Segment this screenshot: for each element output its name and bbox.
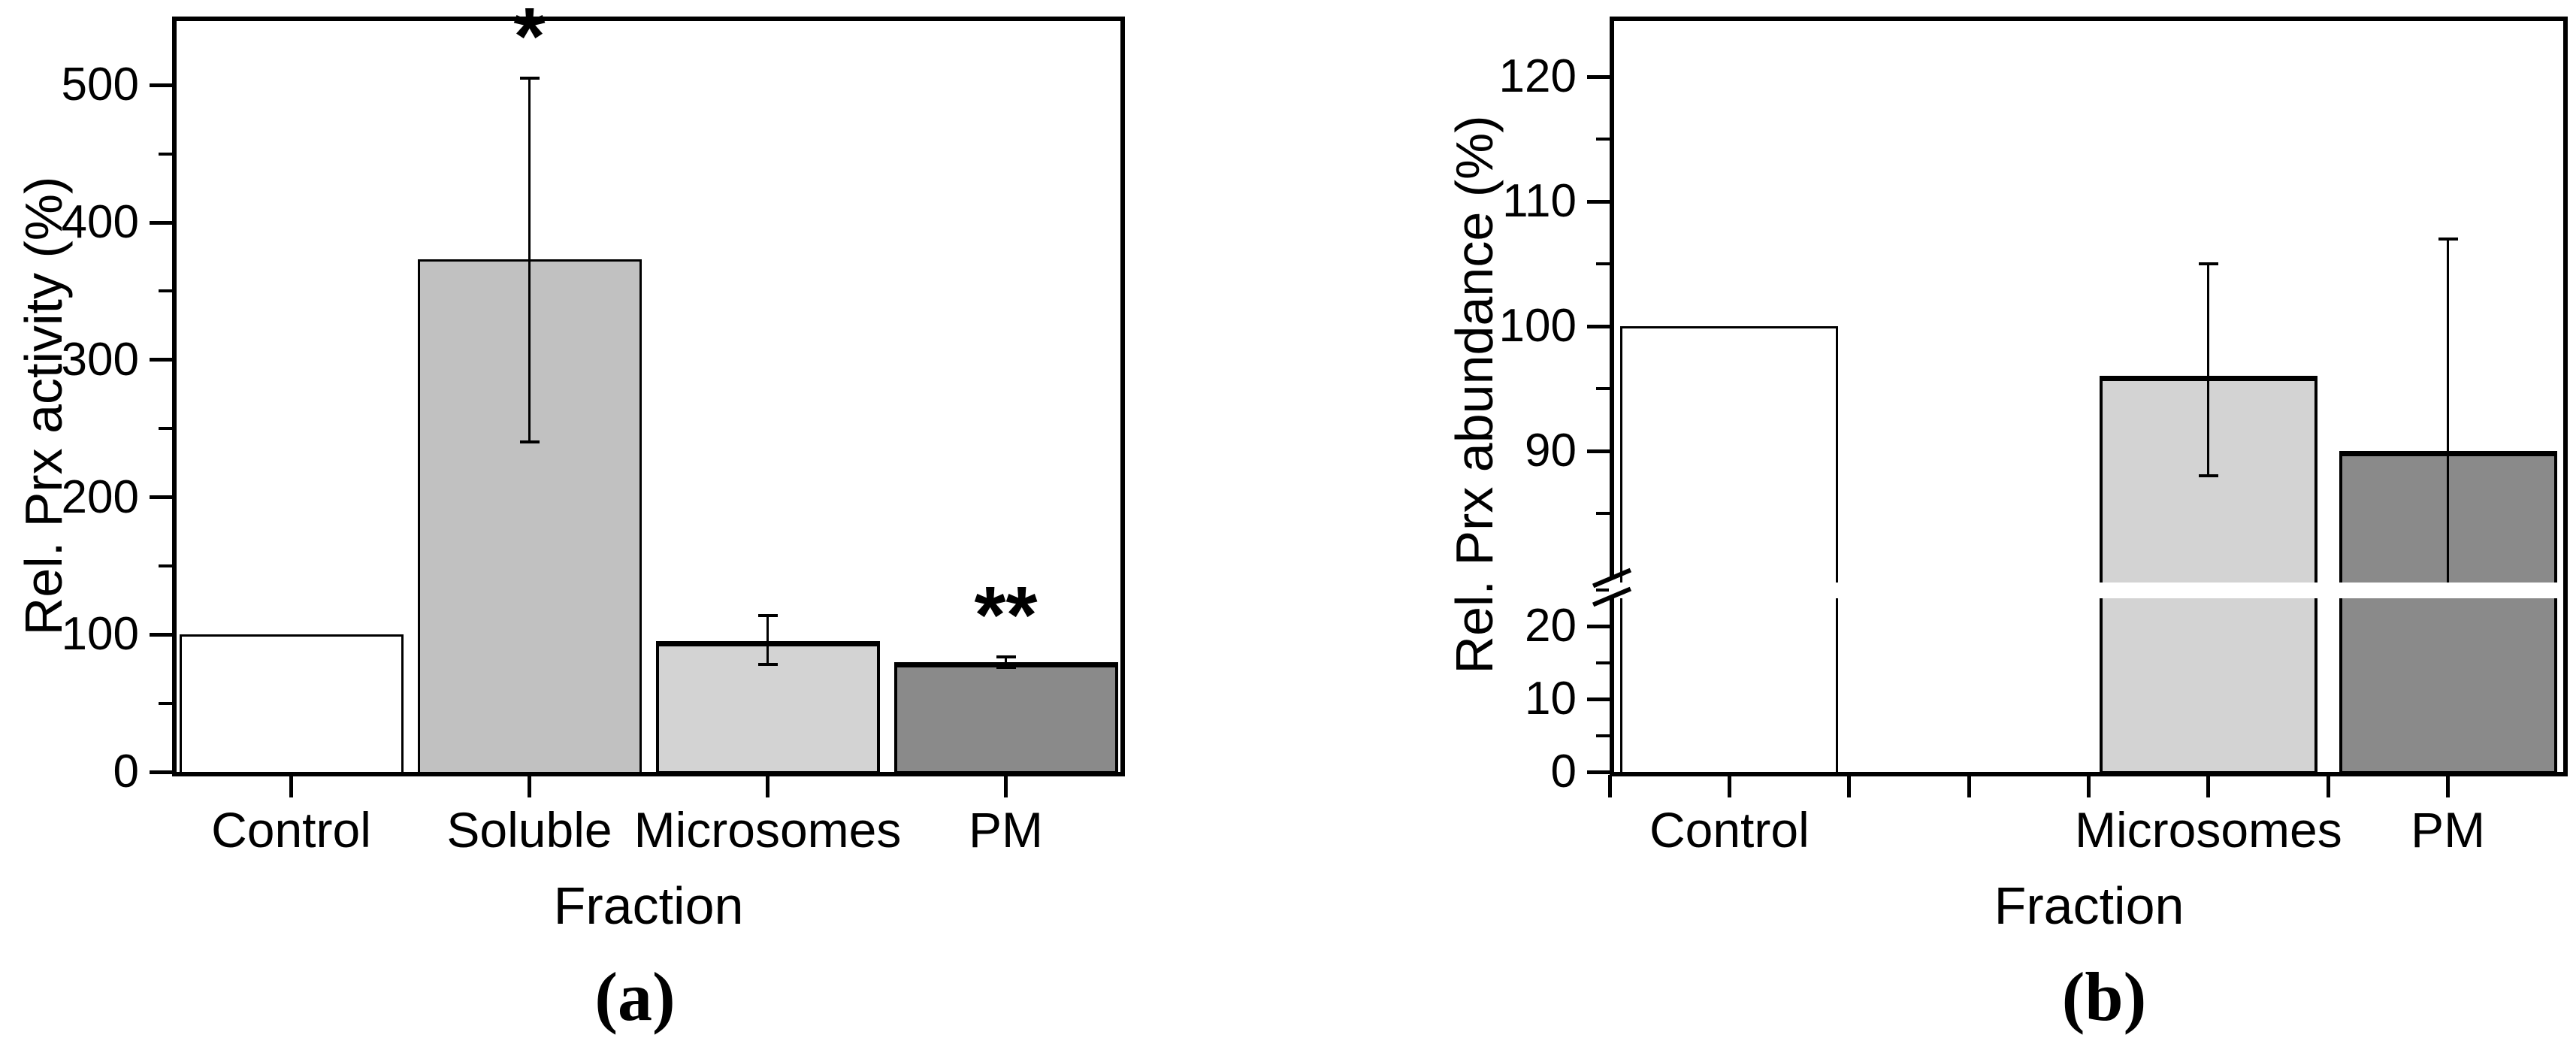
y-major-tick <box>1587 74 1610 79</box>
error-bar-cap-top <box>519 77 540 80</box>
panel-a-plot-frame <box>172 17 1125 776</box>
error-bar <box>2447 238 2450 583</box>
y-minor-tick <box>1596 661 1610 664</box>
y-major-tick <box>150 495 172 500</box>
error-bar <box>2207 264 2210 477</box>
y-major-tick <box>150 220 172 225</box>
y-major-tick <box>1587 697 1610 701</box>
category-label-pm: PM <box>2411 802 2486 858</box>
y-tick-label: 10 <box>1525 673 1577 725</box>
error-bar-cap-bottom <box>2198 474 2218 478</box>
y-minor-tick <box>1596 512 1610 515</box>
x-tick <box>1607 775 1612 797</box>
axis-break-bar-gap <box>2097 583 2319 598</box>
error-bar-cap-bottom <box>757 663 778 667</box>
y-major-tick <box>1587 199 1610 204</box>
x-tick <box>1004 775 1008 797</box>
x-tick <box>528 775 531 797</box>
error-bar-cap-top <box>757 613 778 617</box>
category-label-control: Control <box>211 802 371 858</box>
category-label-pm: PM <box>969 802 1043 858</box>
category-label-control: Control <box>1649 802 1810 858</box>
y-tick-label: 100 <box>1498 300 1577 352</box>
y-minor-tick <box>1596 138 1610 141</box>
y-major-tick <box>150 358 172 362</box>
y-tick-label: 0 <box>1550 746 1577 797</box>
x-tick <box>2446 775 2451 797</box>
axis-break-axis-gap <box>1609 579 1616 598</box>
bar-pm <box>893 661 1118 774</box>
error-bar <box>1005 656 1007 668</box>
x-tick <box>1847 775 1852 797</box>
x-tick <box>2087 775 2091 797</box>
x-tick <box>1727 775 1731 797</box>
y-tick-label: 90 <box>1525 425 1577 477</box>
category-label-soluble: Soluble <box>446 802 612 858</box>
bar-control <box>179 634 404 774</box>
y-minor-tick <box>159 427 172 431</box>
y-minor-tick <box>1596 588 1610 592</box>
category-label-microsomes: Microsomes <box>633 802 902 858</box>
bar-control <box>1620 326 1839 774</box>
y-major-tick <box>150 83 172 87</box>
y-tick-label: 120 <box>1498 50 1577 102</box>
significance-mark-soluble: * <box>513 0 546 82</box>
y-major-tick <box>1587 624 1610 628</box>
y-major-tick <box>1587 324 1610 328</box>
y-major-tick <box>150 770 172 774</box>
y-minor-tick <box>1596 387 1610 390</box>
error-bar-cap-bottom <box>996 666 1016 670</box>
y-tick-label: 200 <box>61 471 139 523</box>
x-tick <box>289 775 293 797</box>
panel-b-plot-frame <box>1610 17 2568 776</box>
category-label-microsomes: Microsomes <box>2075 802 2342 858</box>
significance-mark-pm: ** <box>974 568 1038 660</box>
panel-b-x-axis-title: Fraction <box>1994 876 2184 935</box>
y-minor-tick <box>159 152 172 156</box>
y-tick-label: 20 <box>1525 600 1577 652</box>
x-tick <box>2326 775 2330 797</box>
panel-a-caption: (a) <box>594 958 676 1035</box>
error-bar-cap-top <box>2198 262 2218 265</box>
y-major-tick <box>1587 449 1610 453</box>
y-minor-tick <box>159 701 172 705</box>
x-tick <box>1967 775 1971 797</box>
error-bar-cap-top <box>2438 237 2458 241</box>
x-tick <box>766 775 769 797</box>
axis-break-bar-gap <box>1619 583 1840 598</box>
y-tick-label: 300 <box>61 333 139 386</box>
error-bar-cap-bottom <box>519 440 540 444</box>
x-tick <box>2206 775 2211 797</box>
axis-break-bar-gap <box>2337 583 2559 598</box>
y-major-tick <box>150 632 172 637</box>
y-minor-tick <box>1596 262 1610 265</box>
y-minor-tick <box>159 289 172 293</box>
panel-b-caption: (b) <box>2061 958 2147 1035</box>
y-tick-label: 110 <box>1502 175 1577 227</box>
y-minor-tick <box>1596 734 1610 737</box>
y-tick-label: 400 <box>61 196 139 249</box>
y-major-tick <box>1587 770 1610 774</box>
y-tick-label: 0 <box>113 746 139 797</box>
error-bar <box>766 615 769 665</box>
error-bar-cap-top <box>996 655 1016 658</box>
error-bar <box>528 78 531 443</box>
y-tick-label: 500 <box>61 59 139 111</box>
y-minor-tick <box>159 564 172 567</box>
panel-a-x-axis-title: Fraction <box>553 876 744 935</box>
y-tick-label: 100 <box>61 608 139 661</box>
